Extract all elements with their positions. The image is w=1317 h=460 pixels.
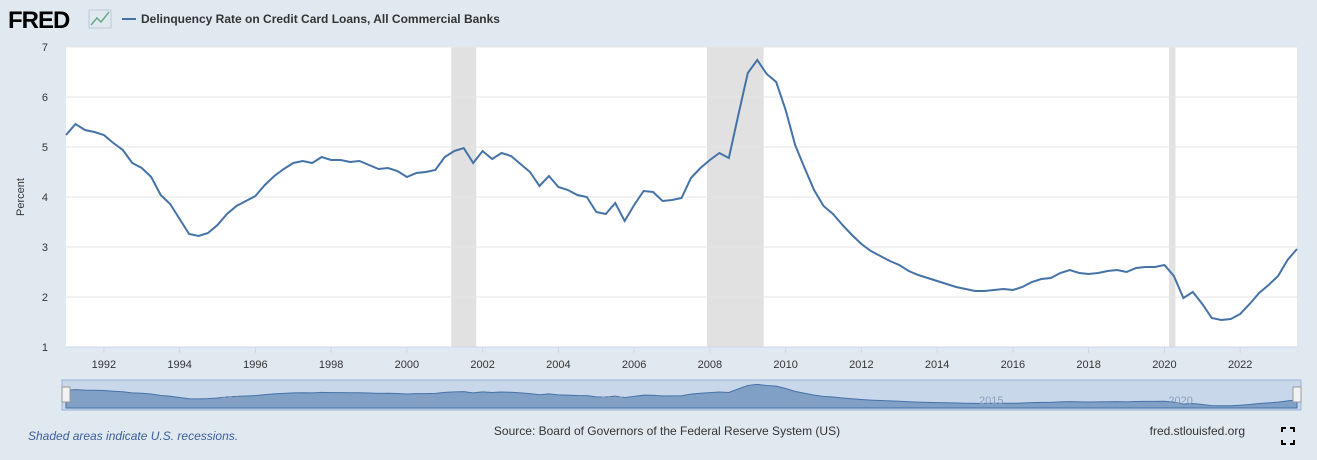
logo-icon xyxy=(88,9,112,29)
y-tick-label: 3 xyxy=(42,242,48,254)
site: fred.stlouisfed.org xyxy=(1150,424,1245,438)
x-tick-label: 2010 xyxy=(773,359,797,371)
y-tick-label: 1 xyxy=(42,342,48,354)
navigator-tick-label: 2015 xyxy=(979,395,1003,407)
navigator-tick-label: 2020 xyxy=(1168,395,1192,407)
y-tick-label: 6 xyxy=(42,92,48,104)
series-line xyxy=(65,58,1298,322)
navigator-tick-label: 2000 xyxy=(411,395,435,407)
navigator-area xyxy=(65,383,1298,409)
x-tick-label: 1998 xyxy=(319,359,343,371)
x-tick-label: 2004 xyxy=(546,359,570,371)
x-tick-label: 1992 xyxy=(92,359,116,371)
x-tick-label: 2006 xyxy=(622,359,646,371)
x-tick-label: 2016 xyxy=(1001,359,1025,371)
navigator-handle[interactable] xyxy=(61,386,71,403)
x-tick-label: 2014 xyxy=(925,359,949,371)
y-tick-label: 7 xyxy=(42,42,48,54)
x-tick-label: 2020 xyxy=(1152,359,1176,371)
x-tick-label: 2018 xyxy=(1076,359,1100,371)
x-tick-label: 1994 xyxy=(167,359,191,371)
navigator-tick-label: 2005 xyxy=(600,395,624,407)
recession-note: Shaded areas indicate U.S. recessions. xyxy=(28,429,238,443)
x-tick-label: 2012 xyxy=(849,359,873,371)
x-tick-label: 1996 xyxy=(243,359,267,371)
navigator-tick-label: 1995 xyxy=(222,395,246,407)
y-tick-label: 2 xyxy=(42,292,48,304)
y-tick-label: 5 xyxy=(42,142,48,154)
y-tick-label: 4 xyxy=(42,192,48,204)
y-axis-label: Percent xyxy=(15,178,27,216)
x-tick-label: 2002 xyxy=(470,359,494,371)
navigator-tick-label: 2010 xyxy=(790,395,814,407)
navigator-handle[interactable] xyxy=(1292,386,1302,403)
x-tick-label: 2022 xyxy=(1228,359,1252,371)
source: Source: Board of Governors of the Federa… xyxy=(494,424,840,438)
logo: FRED xyxy=(8,7,70,34)
legend-label: Delinquency Rate on Credit Card Loans, A… xyxy=(141,12,500,26)
logo-icon-line xyxy=(90,11,110,26)
x-tick-label: 2000 xyxy=(395,359,419,371)
fullscreen-button[interactable] xyxy=(1281,427,1295,445)
x-tick-label: 2008 xyxy=(698,359,722,371)
